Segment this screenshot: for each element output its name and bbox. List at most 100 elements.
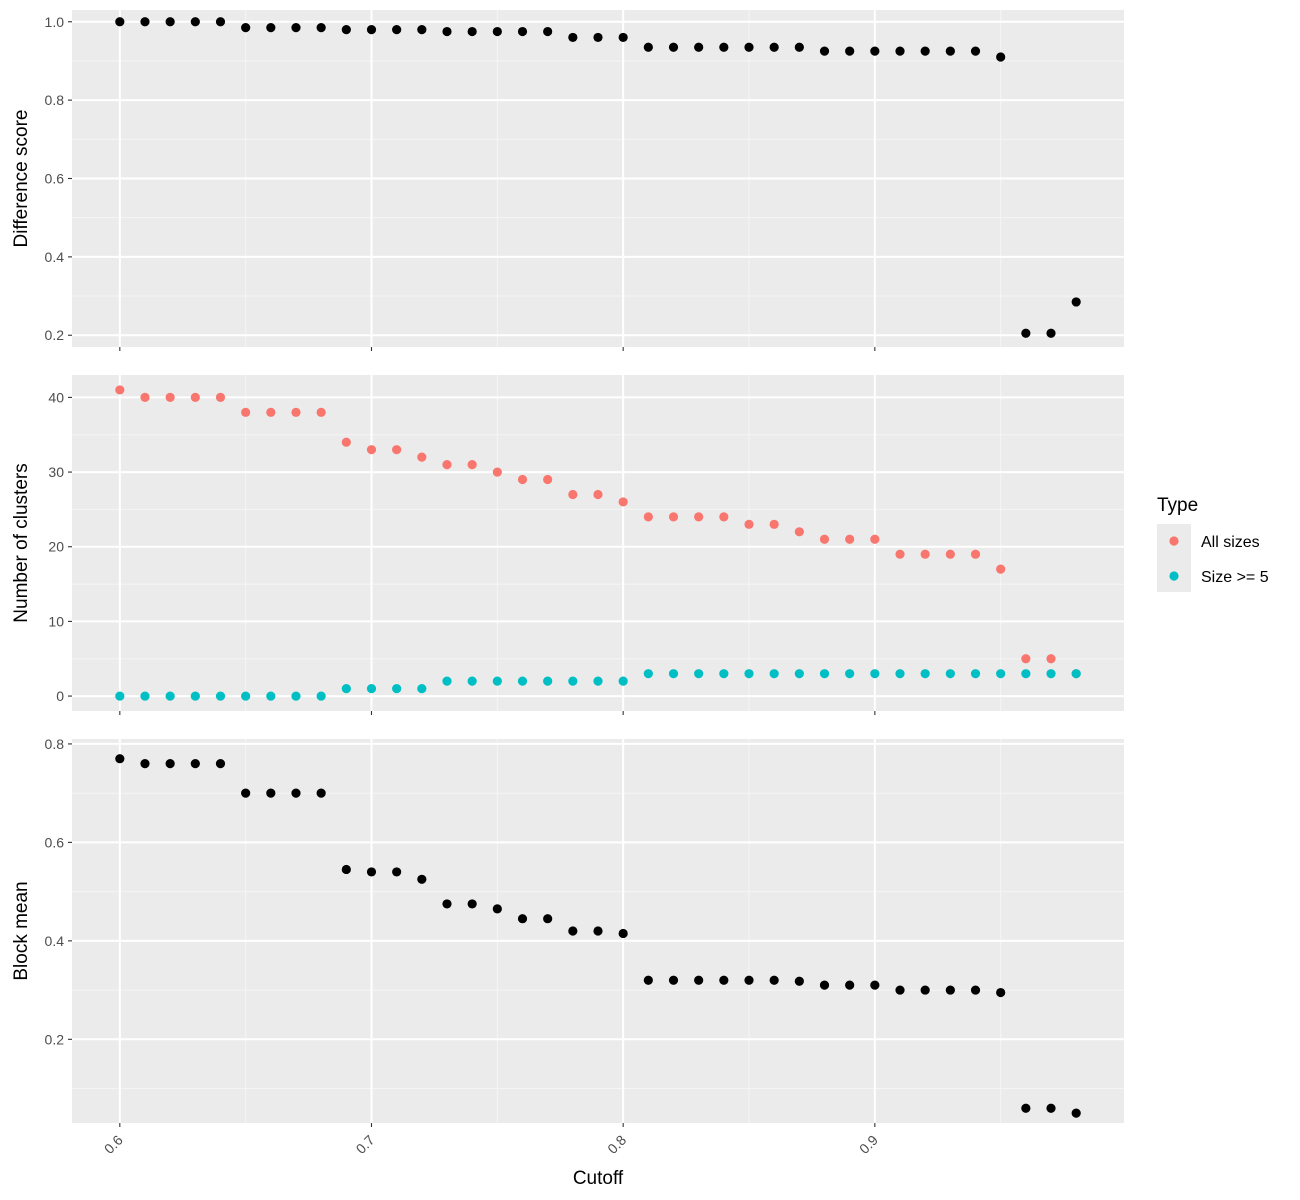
data-point xyxy=(719,42,729,52)
data-point xyxy=(492,467,502,477)
data-point xyxy=(215,392,226,402)
data-point xyxy=(870,980,880,990)
series-points xyxy=(115,17,1081,338)
data-point xyxy=(316,691,326,701)
data-point xyxy=(719,975,729,985)
y-tick-label: 0.6 xyxy=(45,834,65,850)
data-point xyxy=(417,874,427,884)
data-point xyxy=(870,669,880,679)
data-point xyxy=(845,534,855,544)
data-point xyxy=(920,669,930,679)
data-point xyxy=(291,407,301,417)
data-point xyxy=(341,864,351,875)
series-size-5 xyxy=(115,669,1081,701)
data-point xyxy=(1021,669,1031,679)
data-point xyxy=(215,691,226,701)
data-point xyxy=(492,26,502,37)
data-point xyxy=(668,42,679,52)
data-point xyxy=(593,926,603,936)
panel-background xyxy=(72,375,1124,711)
data-point xyxy=(618,32,628,43)
data-point xyxy=(190,691,200,701)
data-point xyxy=(819,669,830,679)
data-point xyxy=(568,32,578,43)
panels-layer: 0.2 0.4 0.6 0.8 1.0 Difference score 0 10 20 30 40… xyxy=(11,10,1124,1157)
data-point xyxy=(266,788,276,798)
data-point xyxy=(870,534,880,544)
data-point xyxy=(341,437,351,447)
data-point xyxy=(970,669,981,679)
data-point xyxy=(492,676,502,686)
data-point xyxy=(719,669,729,679)
data-point xyxy=(618,676,628,686)
data-point xyxy=(694,512,704,522)
data-point xyxy=(668,669,679,679)
data-point xyxy=(165,392,175,402)
data-point xyxy=(392,24,402,35)
x-tick-label: 0.9 xyxy=(856,1132,881,1157)
data-point xyxy=(996,52,1006,62)
data-point xyxy=(241,23,251,33)
data-point xyxy=(266,407,276,417)
legend: Type All sizes Size >= 5 xyxy=(1157,495,1269,592)
y-tick-label: 0.2 xyxy=(45,1031,65,1047)
data-point xyxy=(517,914,528,924)
series-points xyxy=(115,754,1081,1118)
y-tick-label: 0 xyxy=(56,688,64,704)
data-point xyxy=(417,684,427,694)
data-point xyxy=(543,914,553,924)
data-point xyxy=(744,519,754,529)
data-point xyxy=(366,867,377,877)
y-tick-label: 0.6 xyxy=(45,171,65,187)
data-point xyxy=(1046,1103,1056,1113)
data-point xyxy=(442,676,452,686)
data-point xyxy=(794,669,804,679)
data-point xyxy=(392,867,402,877)
data-point xyxy=(1021,1103,1031,1113)
data-point xyxy=(643,975,653,985)
x-tick-label: 0.6 xyxy=(101,1132,126,1157)
data-point xyxy=(442,460,452,470)
legend-label-size-ge-5: Size >= 5 xyxy=(1201,569,1269,586)
data-point xyxy=(870,46,880,56)
data-point xyxy=(291,23,301,33)
y-tick-label: 1.0 xyxy=(45,14,65,30)
y-tick-label: 0.4 xyxy=(45,249,65,265)
y-tick-label: 10 xyxy=(48,613,64,629)
data-point xyxy=(643,42,653,52)
data-point xyxy=(618,497,628,507)
data-point xyxy=(291,691,301,701)
data-point xyxy=(190,392,200,402)
data-point xyxy=(115,385,125,395)
x-tick-label: 0.7 xyxy=(353,1132,378,1157)
data-point xyxy=(996,669,1006,679)
data-point xyxy=(819,980,830,990)
data-point xyxy=(1021,654,1031,664)
data-point xyxy=(668,512,679,522)
data-point xyxy=(970,549,981,559)
x-axis-labels: 0.6 0.7 0.8 0.9 xyxy=(101,1132,881,1157)
data-point xyxy=(920,46,930,56)
y-axis-title: Block mean xyxy=(11,881,32,980)
data-point xyxy=(366,24,377,35)
data-point xyxy=(970,46,981,56)
y-tick-label: 0.4 xyxy=(45,933,65,949)
data-point xyxy=(366,445,377,455)
data-point xyxy=(115,17,125,27)
y-axis-title: Number of clusters xyxy=(11,463,32,622)
data-point xyxy=(442,26,452,37)
y-tick-label: 40 xyxy=(48,389,64,405)
data-point xyxy=(945,549,955,559)
data-point xyxy=(266,23,276,33)
data-point xyxy=(341,684,351,694)
data-point xyxy=(165,691,175,701)
data-point xyxy=(593,489,603,500)
data-point xyxy=(694,42,704,52)
data-point xyxy=(895,46,905,56)
data-point xyxy=(215,17,226,27)
data-point xyxy=(241,407,251,417)
data-point xyxy=(769,519,779,529)
data-point xyxy=(819,534,830,544)
data-point xyxy=(568,489,578,500)
